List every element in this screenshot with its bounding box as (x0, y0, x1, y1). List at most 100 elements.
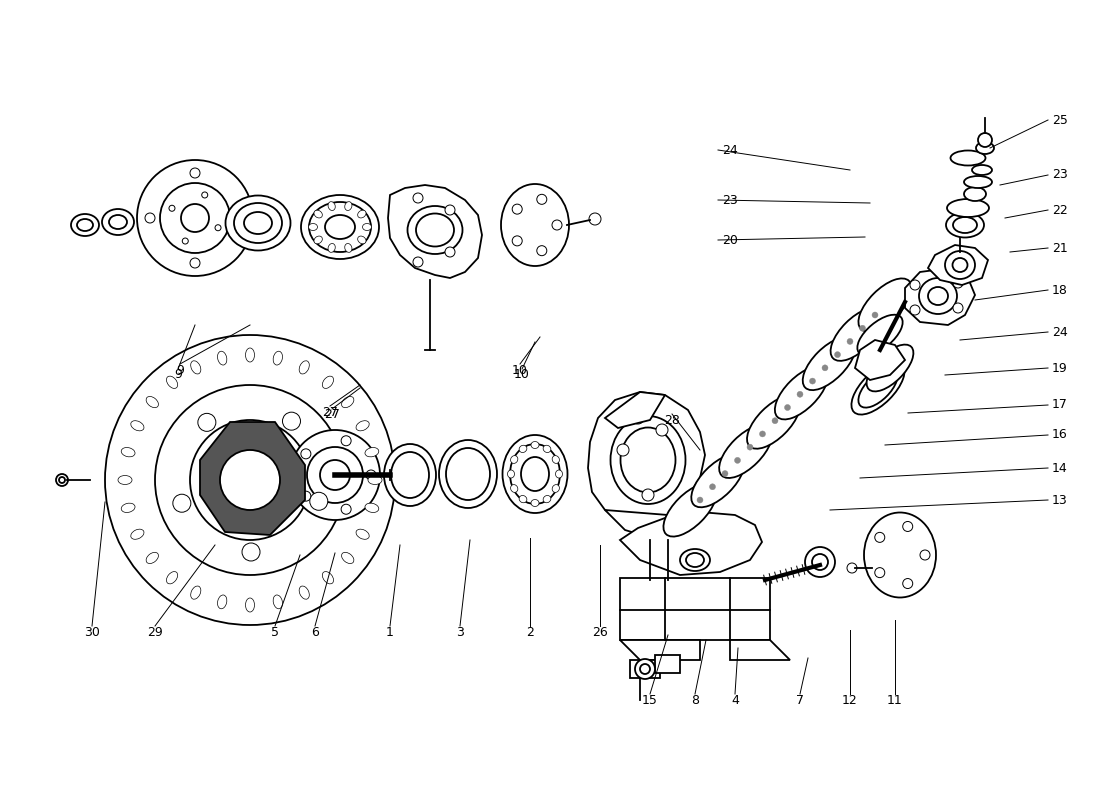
Ellipse shape (356, 529, 370, 539)
Polygon shape (905, 268, 975, 325)
Text: 30: 30 (84, 626, 100, 638)
Circle shape (847, 563, 857, 573)
Ellipse shape (131, 421, 144, 431)
Circle shape (56, 474, 68, 486)
Circle shape (810, 378, 815, 384)
Circle shape (310, 492, 328, 510)
Circle shape (953, 303, 962, 313)
Circle shape (155, 385, 345, 575)
Ellipse shape (190, 361, 201, 374)
Text: 5: 5 (271, 626, 279, 638)
Circle shape (59, 477, 65, 483)
Circle shape (412, 193, 424, 203)
Text: 10: 10 (513, 363, 528, 377)
Ellipse shape (416, 214, 454, 246)
Circle shape (301, 491, 311, 501)
Ellipse shape (407, 206, 462, 254)
Ellipse shape (131, 529, 144, 539)
Circle shape (632, 412, 644, 424)
Ellipse shape (365, 447, 378, 457)
Circle shape (835, 352, 840, 358)
Text: 28: 28 (664, 414, 680, 426)
Text: 22: 22 (1052, 203, 1068, 217)
Circle shape (722, 470, 728, 477)
Circle shape (640, 664, 650, 674)
Ellipse shape (344, 202, 352, 210)
Circle shape (798, 391, 803, 398)
Circle shape (537, 246, 547, 256)
Ellipse shape (851, 362, 904, 414)
Bar (630, 660, 660, 678)
Ellipse shape (146, 397, 158, 408)
Ellipse shape (365, 503, 378, 513)
Ellipse shape (610, 416, 685, 504)
Text: 16: 16 (1052, 429, 1068, 442)
Circle shape (642, 489, 654, 501)
Ellipse shape (972, 165, 992, 175)
Circle shape (552, 220, 562, 230)
Ellipse shape (358, 236, 366, 244)
Ellipse shape (510, 456, 518, 463)
Ellipse shape (543, 446, 551, 453)
Ellipse shape (552, 485, 560, 492)
Circle shape (872, 312, 878, 318)
Text: 9: 9 (174, 369, 182, 382)
Ellipse shape (121, 503, 135, 513)
Ellipse shape (166, 571, 178, 584)
Circle shape (201, 192, 208, 198)
Text: 15: 15 (642, 694, 658, 706)
Text: 21: 21 (1052, 242, 1068, 254)
Circle shape (235, 213, 245, 223)
Ellipse shape (918, 278, 957, 314)
Circle shape (635, 659, 654, 679)
Circle shape (214, 225, 221, 230)
Polygon shape (855, 340, 905, 380)
Circle shape (697, 497, 703, 503)
Circle shape (173, 494, 190, 512)
Circle shape (412, 257, 424, 267)
Circle shape (710, 484, 715, 490)
Circle shape (859, 326, 866, 331)
Ellipse shape (234, 203, 282, 243)
Circle shape (656, 424, 668, 436)
Circle shape (953, 278, 962, 288)
Circle shape (874, 532, 884, 542)
Circle shape (366, 470, 376, 480)
Text: 8: 8 (691, 694, 698, 706)
Ellipse shape (121, 447, 135, 457)
Ellipse shape (301, 195, 380, 259)
Ellipse shape (946, 213, 984, 238)
Ellipse shape (691, 454, 745, 507)
Polygon shape (620, 512, 762, 575)
Text: 12: 12 (843, 694, 858, 706)
Circle shape (301, 449, 311, 459)
Circle shape (772, 418, 778, 424)
Ellipse shape (747, 395, 800, 449)
Text: 29: 29 (147, 626, 163, 638)
Ellipse shape (531, 442, 539, 449)
Ellipse shape (244, 212, 272, 234)
Ellipse shape (218, 351, 227, 365)
Text: 18: 18 (1052, 283, 1068, 297)
Ellipse shape (964, 187, 986, 201)
Ellipse shape (102, 209, 134, 235)
Circle shape (588, 213, 601, 225)
Ellipse shape (953, 258, 968, 272)
Ellipse shape (928, 287, 948, 305)
Polygon shape (605, 392, 665, 428)
Ellipse shape (314, 210, 322, 218)
Circle shape (190, 168, 200, 178)
Circle shape (735, 458, 740, 463)
Ellipse shape (273, 595, 283, 609)
Ellipse shape (510, 444, 560, 504)
Circle shape (747, 444, 754, 450)
Polygon shape (605, 510, 685, 540)
Circle shape (812, 554, 828, 570)
Ellipse shape (686, 553, 704, 567)
Text: 23: 23 (1052, 169, 1068, 182)
Circle shape (513, 204, 522, 214)
Circle shape (341, 504, 351, 514)
Ellipse shape (503, 435, 568, 513)
Ellipse shape (500, 184, 569, 266)
Ellipse shape (358, 210, 366, 218)
